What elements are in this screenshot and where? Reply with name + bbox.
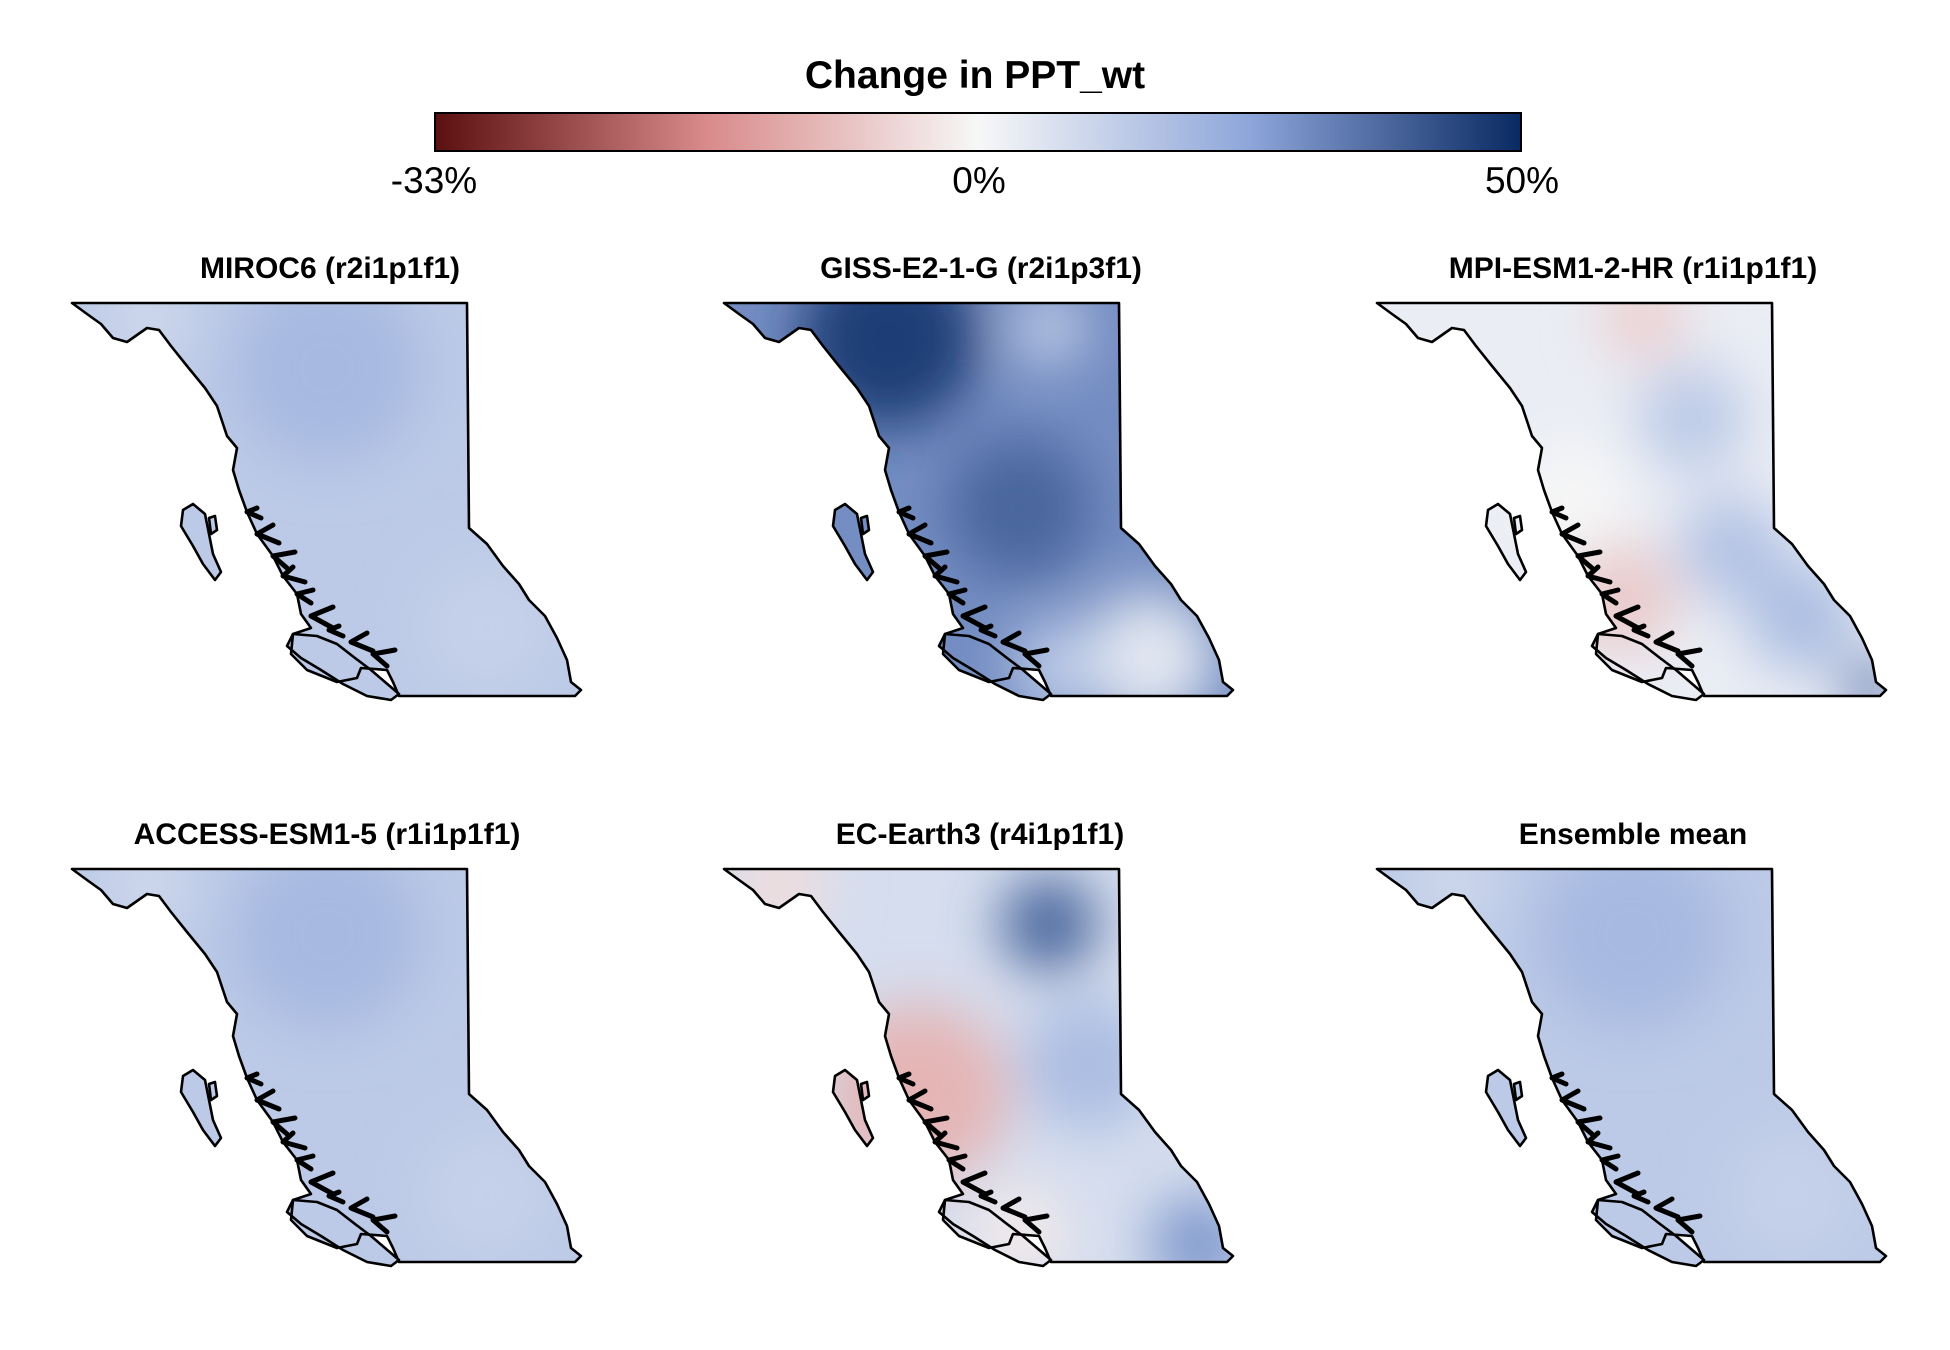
colorbar (434, 112, 1522, 152)
field-blob (1748, 564, 1856, 672)
colorbar-mid-label: 0% (952, 160, 1006, 201)
field-blob (1011, 620, 1107, 700)
precip-field (1377, 303, 1886, 700)
vancouver-island-outline (1590, 632, 1706, 702)
vancouver-island-outline (285, 632, 401, 702)
precip-field (72, 869, 581, 1266)
field-blob (231, 303, 423, 464)
field-blob (1023, 998, 1155, 1130)
province-outline (722, 867, 1235, 1264)
panel-title-mpi: MPI-ESM1-2-HR (r1i1p1f1) (1448, 252, 1818, 285)
province-outline (70, 301, 583, 698)
coastal-fjords (1549, 1071, 1703, 1235)
island-outline (1512, 1080, 1524, 1102)
panel-title-ensemble-mean: Ensemble mean (1518, 818, 1748, 851)
precip-field (1377, 869, 1886, 1266)
map-mpi (1375, 301, 1888, 702)
panel-title-miroc6: MIROC6 (r2i1p1f1) (199, 252, 461, 285)
coastal-fjords (1549, 505, 1703, 669)
field-blob (415, 556, 559, 700)
haida-gwaii-outline (831, 502, 875, 582)
map-giss (722, 301, 1235, 702)
province-outline (1375, 867, 1888, 1264)
map-access (70, 867, 583, 1268)
vancouver-island-outline (285, 1198, 401, 1268)
precip-field (724, 303, 1233, 700)
haida-gwaii-outline (1484, 502, 1528, 582)
island-outline (859, 1080, 871, 1102)
coastal-fjords (244, 1071, 398, 1235)
field-blob (1842, 658, 1886, 700)
island-outline (207, 1080, 219, 1102)
field-blob (1536, 869, 1728, 1030)
field-blob (947, 436, 1091, 580)
colorbar-max-label: 50% (1484, 160, 1560, 201)
field-blob (1720, 1122, 1864, 1266)
province-outline (70, 867, 583, 1264)
panel-title-ec-earth3: EC-Earth3 (r4i1p1f1) (835, 818, 1125, 851)
field-blob (1678, 494, 1786, 602)
island-outline (207, 514, 219, 536)
map-miroc6 (70, 301, 583, 702)
field-blob (231, 869, 423, 1030)
haida-gwaii-outline (1484, 1068, 1528, 1148)
haida-gwaii-outline (179, 1068, 223, 1148)
panel-title-giss: GISS-E2-1-G (r2i1p3f1) (820, 252, 1142, 285)
province-outline (1375, 301, 1888, 698)
legend-title: Change in PPT_wt (804, 54, 1146, 97)
map-ec-earth3 (722, 867, 1235, 1268)
field-blob (1083, 592, 1215, 700)
field-blob (1013, 303, 1085, 364)
panel-title-access: ACCESS-ESM1-5 (r1i1p1f1) (133, 818, 521, 851)
province-outline (722, 301, 1235, 698)
precip-field (72, 303, 581, 700)
coastal-fjords (896, 1071, 1050, 1235)
haida-gwaii-outline (831, 1068, 875, 1148)
field-blob (1151, 1196, 1233, 1266)
vancouver-island-outline (937, 632, 1053, 702)
coastal-fjords (244, 505, 398, 669)
precip-field (724, 869, 1233, 1266)
haida-gwaii-outline (179, 502, 223, 582)
field-blob (415, 1122, 559, 1266)
vancouver-island-outline (1590, 1198, 1706, 1268)
field-blob (1001, 876, 1097, 972)
island-outline (1512, 514, 1524, 536)
field-blob (1600, 303, 1684, 360)
map-ensemble-mean (1375, 867, 1888, 1268)
field-blob (1638, 364, 1746, 472)
vancouver-island-outline (937, 1198, 1053, 1268)
colorbar-min-label: -33% (390, 160, 478, 201)
coastal-fjords (896, 505, 1050, 669)
island-outline (859, 514, 871, 536)
